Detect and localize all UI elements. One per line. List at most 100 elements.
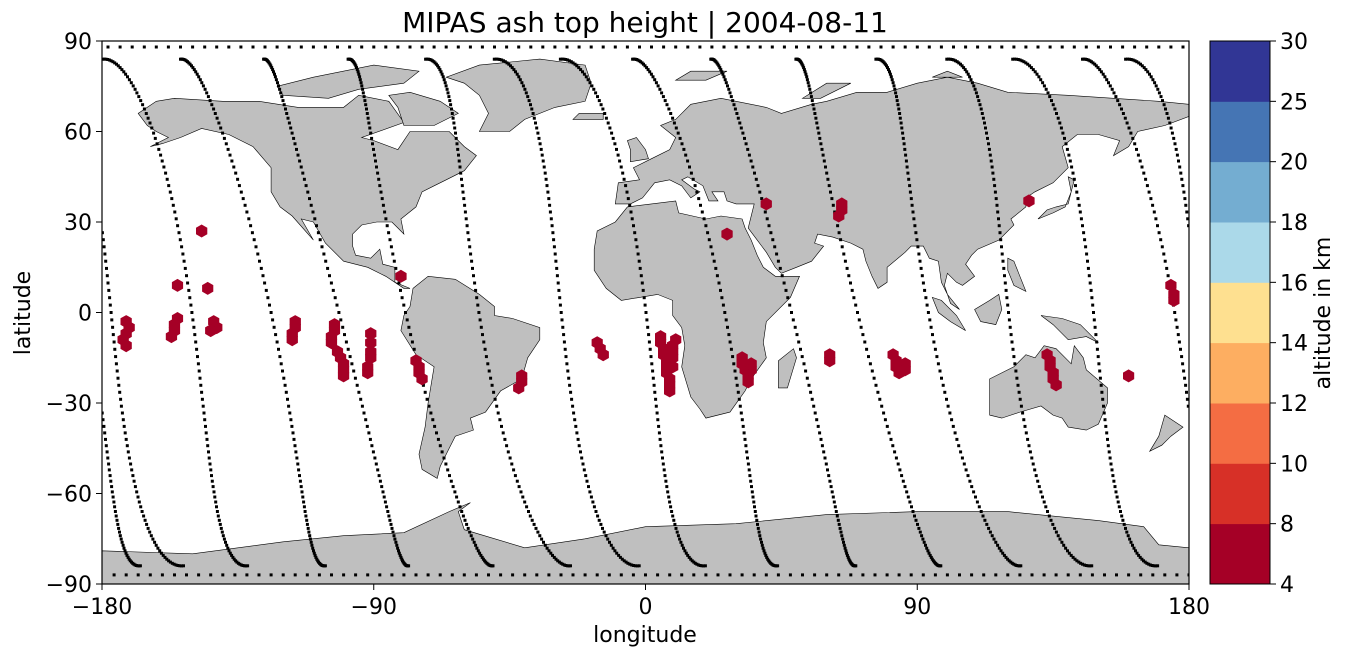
orbit-point	[110, 485, 114, 489]
orbit-point	[492, 57, 496, 61]
orbit-point	[304, 514, 308, 518]
orbit-point	[507, 62, 511, 66]
orbit-point	[287, 45, 291, 49]
orbit-track	[709, 57, 858, 568]
orbit-point	[801, 64, 805, 68]
orbit-point	[263, 45, 267, 49]
orbit-point	[1110, 87, 1114, 91]
orbit-point	[126, 555, 130, 559]
orbit-point	[119, 404, 123, 408]
orbit-point	[555, 266, 559, 270]
orbit-point	[262, 57, 266, 61]
orbit-point	[528, 514, 532, 518]
orbit-point	[517, 45, 521, 49]
orbit-point	[740, 418, 744, 422]
orbit-point	[458, 165, 462, 169]
orbit-point	[393, 537, 397, 541]
orbit-point	[317, 573, 321, 577]
orbit-point	[569, 60, 573, 64]
orbit-point	[1023, 424, 1027, 428]
colorbar-tick-label: 18	[1280, 211, 1308, 236]
ash-detection-marker	[667, 351, 679, 365]
orbit-point	[1109, 462, 1113, 466]
orbit-point	[359, 397, 363, 401]
orbit-point	[299, 45, 303, 49]
orbit-point	[346, 57, 350, 61]
orbit-point	[749, 479, 753, 483]
orbit-point	[828, 479, 832, 483]
orbit-point	[116, 64, 120, 68]
orbit-point	[571, 404, 575, 408]
colorbar-tick-label: 30	[1280, 30, 1308, 55]
orbit-point	[1187, 573, 1189, 577]
orbit-point	[994, 540, 998, 544]
orbit-point	[1165, 112, 1169, 115]
orbit-point	[224, 142, 228, 146]
orbit-point	[472, 274, 475, 278]
orbit-point	[122, 424, 126, 428]
orbit-point	[899, 121, 903, 125]
orbit-point	[1125, 530, 1129, 534]
orbit-point	[908, 190, 912, 194]
orbit-point	[795, 333, 799, 337]
orbit-point	[1083, 238, 1087, 242]
orbit-point	[203, 87, 207, 91]
orbit-point	[1129, 131, 1133, 135]
orbit-point	[387, 231, 391, 235]
orbit-point	[845, 553, 849, 557]
orbit-point	[127, 456, 131, 460]
orbit-point	[619, 573, 623, 577]
orbit-point	[767, 224, 771, 228]
orbit-point	[302, 505, 306, 509]
orbit-point	[700, 564, 704, 568]
orbit-point	[566, 564, 569, 568]
orbit-point	[908, 184, 912, 188]
orbit-point	[630, 563, 634, 567]
orbit-point	[647, 340, 651, 344]
orbit-point	[1157, 231, 1161, 235]
orbit-point	[820, 444, 824, 448]
landmass-greenland	[445, 58, 592, 132]
orbit-point	[1096, 45, 1100, 49]
orbit-point	[1172, 136, 1176, 140]
orbit-point	[145, 522, 149, 526]
orbit-point	[726, 84, 729, 88]
orbit-point	[293, 142, 297, 146]
orbit-point	[734, 45, 738, 49]
orbit-point	[579, 68, 583, 72]
orbit-point	[1079, 217, 1083, 221]
orbit-point	[1041, 81, 1045, 85]
orbit-point	[245, 210, 249, 214]
orbit-point	[999, 549, 1003, 553]
orbit-point	[435, 431, 438, 435]
colorbar-segment	[1210, 463, 1270, 525]
orbit-point	[901, 136, 905, 140]
orbit-point	[618, 555, 622, 559]
orbit-point	[910, 203, 914, 207]
orbit-point	[456, 45, 460, 49]
ash-detection-marker	[165, 330, 178, 344]
orbit-point	[126, 450, 130, 454]
orbit-point	[790, 311, 793, 314]
orbit-point	[764, 553, 768, 557]
orbit-point	[861, 573, 865, 577]
orbit-point	[426, 573, 430, 577]
orbit-point	[1077, 560, 1081, 564]
ash-detection-marker	[1123, 369, 1135, 383]
orbit-point	[173, 210, 177, 214]
orbit-point	[753, 510, 757, 513]
orbit-point	[661, 456, 664, 460]
orbit-point	[302, 500, 306, 504]
orbit-point	[841, 537, 845, 541]
orbit-point	[810, 99, 814, 103]
orbit-point	[997, 217, 1000, 221]
orbit-point	[1066, 573, 1070, 577]
orbit-point	[1102, 411, 1106, 415]
orbit-point	[660, 450, 664, 454]
orbit-point	[213, 112, 217, 115]
orbit-point	[645, 66, 649, 70]
orbit-point	[678, 136, 682, 140]
orbit-point	[116, 522, 120, 526]
orbit-point	[1064, 142, 1068, 146]
orbit-point	[281, 99, 285, 103]
